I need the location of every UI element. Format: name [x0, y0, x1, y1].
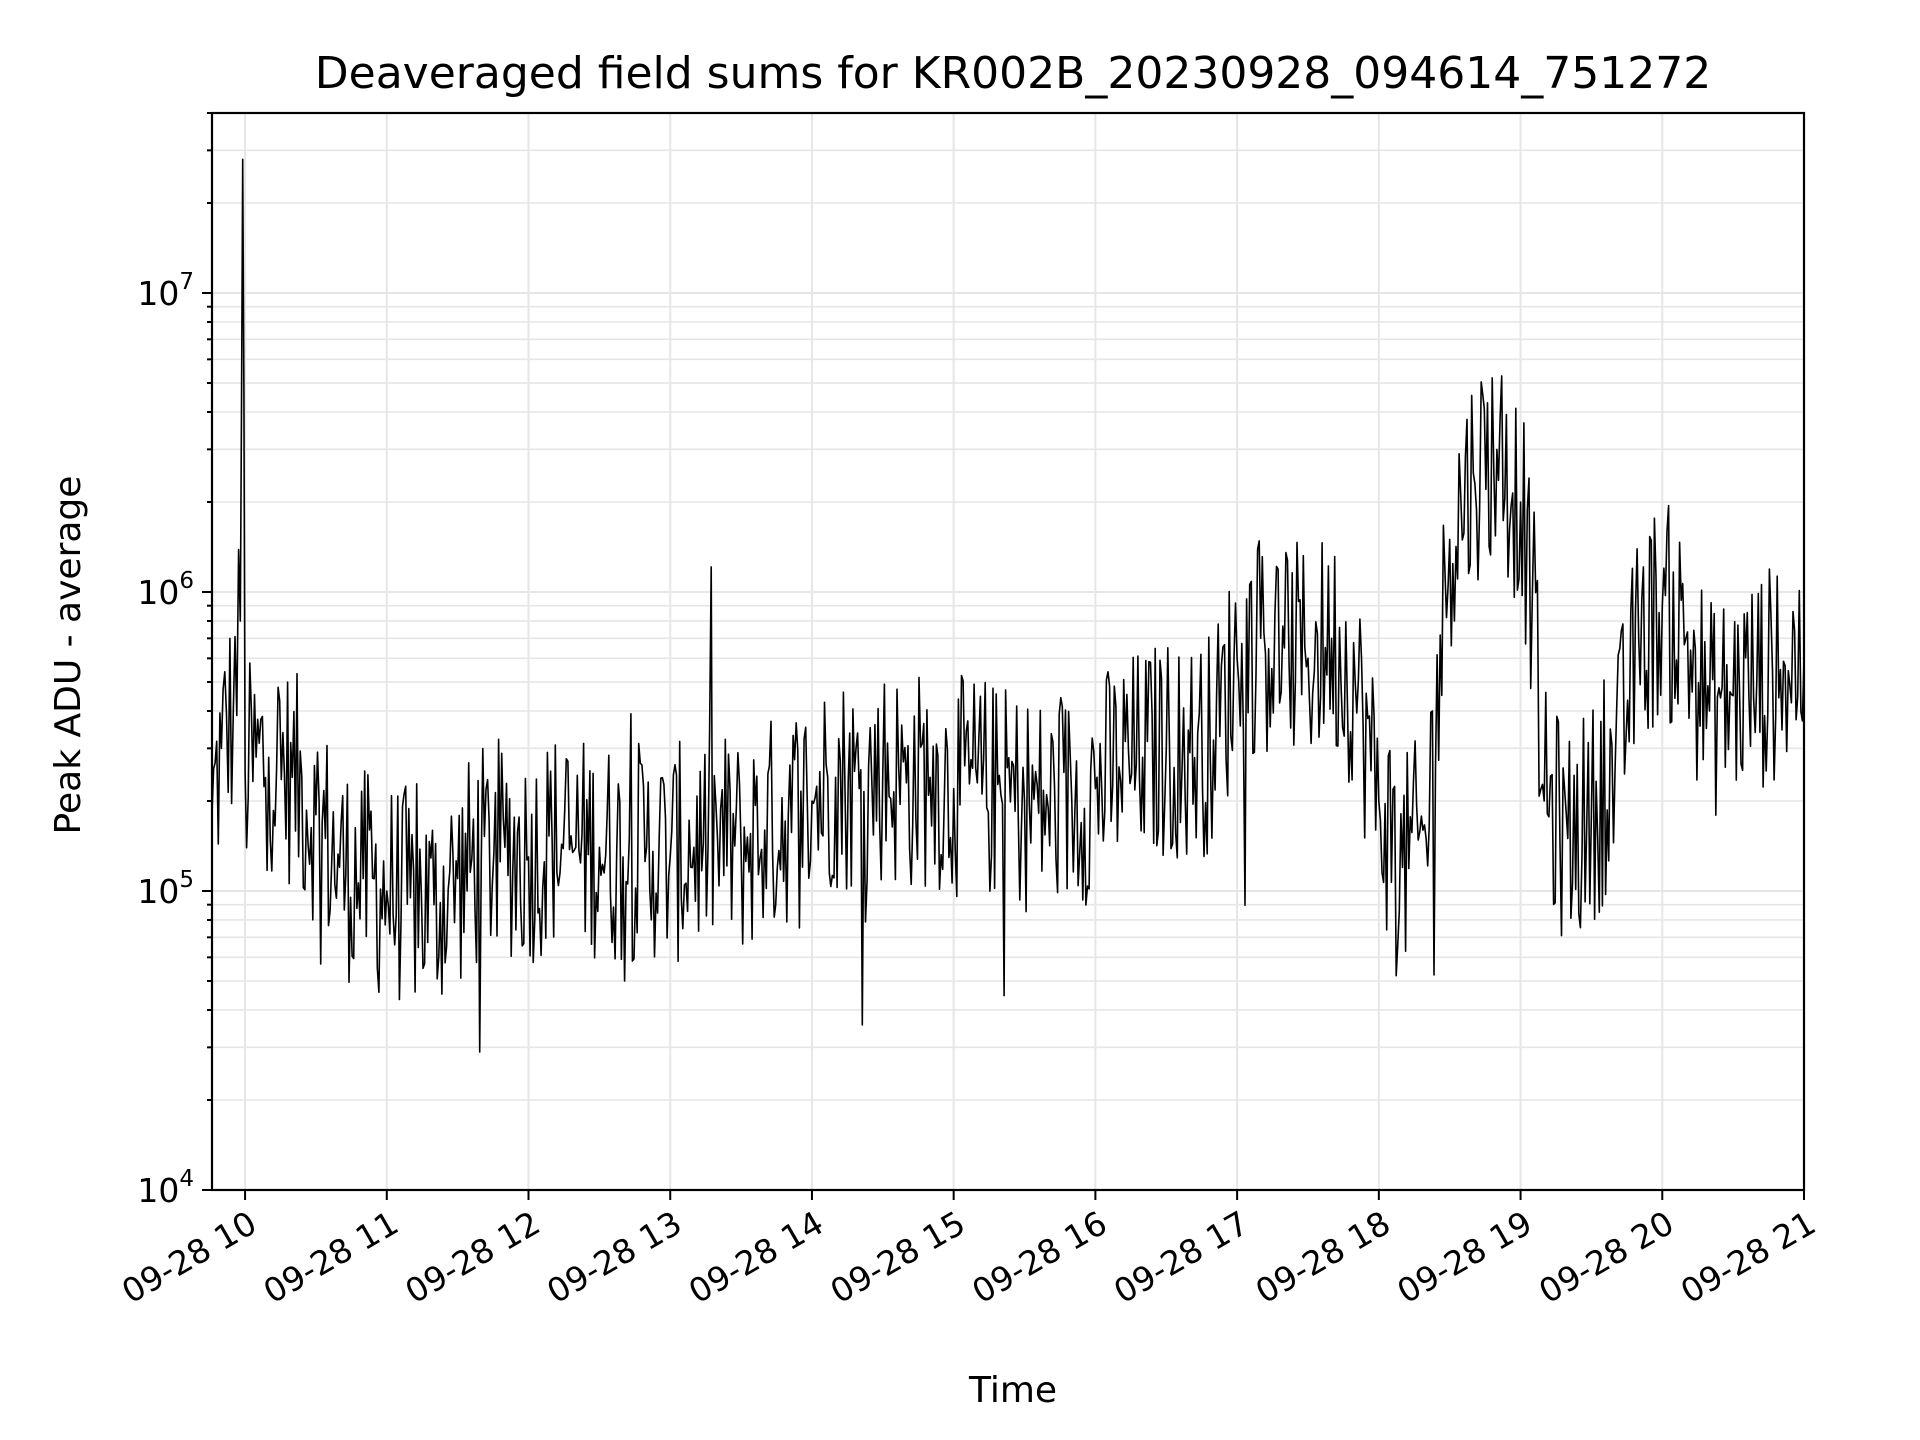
x-tick-label: 09-28 16 [965, 1203, 1113, 1311]
y-tick-base: 10 [137, 573, 179, 612]
y-tick-exponent: 5 [179, 867, 194, 893]
plot-area [211, 158, 1805, 1053]
y-tick-exponent: 6 [179, 568, 194, 594]
x-tick-label: 09-28 17 [1107, 1203, 1255, 1311]
x-tick-label: 09-28 18 [1249, 1203, 1397, 1311]
x-tick-label: 09-28 10 [115, 1203, 263, 1311]
x-tick-label: 09-28 20 [1532, 1203, 1680, 1311]
y-tick-exponent: 7 [179, 269, 194, 295]
x-tick-label: 09-28 12 [399, 1203, 547, 1311]
x-tick-label: 09-28 21 [1674, 1203, 1822, 1311]
series-line [211, 158, 1805, 1053]
y-gridlines [212, 112, 1804, 1191]
y-tick-base: 10 [137, 1171, 179, 1210]
y-tick-label: 106 [137, 568, 194, 612]
x-tick-label: 09-28 11 [257, 1203, 405, 1311]
x-tick-label: 09-28 13 [540, 1203, 688, 1311]
x-tick-label: 09-28 14 [682, 1203, 830, 1311]
y-axis-label: Peak ADU - average [48, 476, 89, 835]
y-tick-base: 10 [137, 872, 179, 911]
y-tick-exponent: 4 [179, 1166, 194, 1192]
x-gridlines [244, 113, 1805, 1190]
x-tick-label: 09-28 19 [1391, 1203, 1539, 1311]
y-tick-label: 105 [137, 867, 194, 911]
y-tick-base: 10 [137, 274, 179, 313]
x-tick-label: 09-28 15 [824, 1203, 972, 1311]
plot-frame [210, 111, 1806, 1192]
y-tick-label: 104 [137, 1166, 194, 1210]
y-tick-label: 107 [137, 269, 194, 313]
x-axis-label: Time [968, 1370, 1057, 1411]
chart-title: Deaveraged field sums for KR002B_2023092… [315, 48, 1711, 99]
